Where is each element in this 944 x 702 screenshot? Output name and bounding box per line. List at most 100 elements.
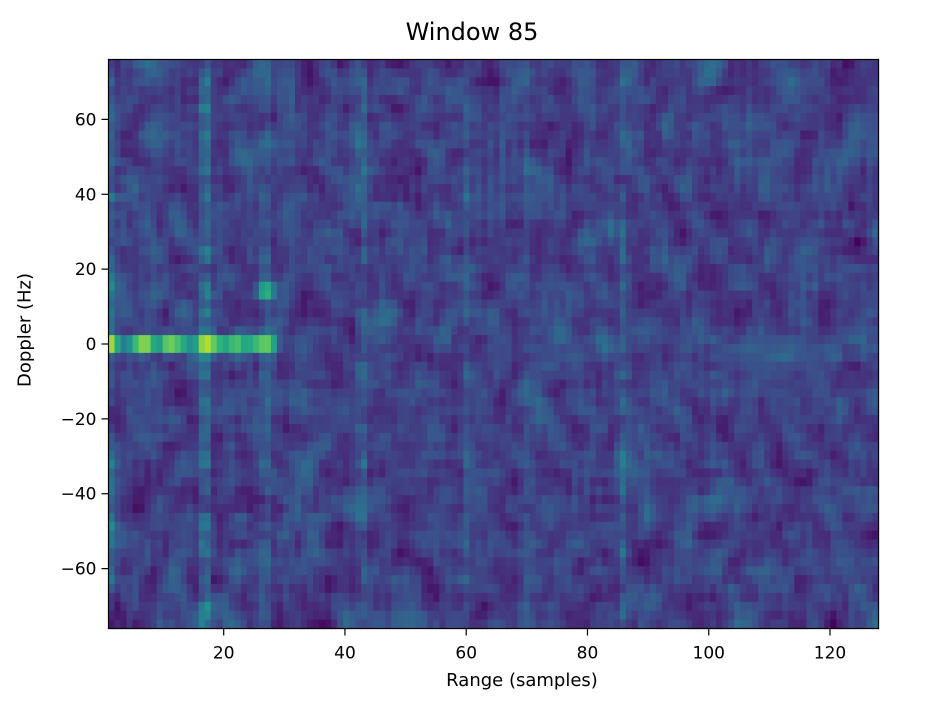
heatmap-cell xyxy=(746,237,753,246)
heatmap-cell xyxy=(644,184,651,193)
heatmap-cell xyxy=(662,282,669,291)
heatmap-cell xyxy=(632,131,639,140)
heatmap-cell xyxy=(578,388,585,397)
heatmap-cell xyxy=(614,122,621,131)
heatmap-cell xyxy=(367,246,374,255)
heatmap-cell xyxy=(301,237,308,246)
heatmap-cell xyxy=(445,344,452,353)
heatmap-cell xyxy=(391,326,398,335)
heatmap-cell xyxy=(217,308,224,317)
heatmap-cell xyxy=(770,202,777,211)
heatmap-cell xyxy=(860,255,867,264)
heatmap-cell xyxy=(463,193,470,202)
heatmap-cell xyxy=(830,237,837,246)
heatmap-cell xyxy=(770,104,777,113)
heatmap-cell xyxy=(746,211,753,220)
heatmap-cell xyxy=(451,175,458,184)
heatmap-cell xyxy=(289,246,296,255)
heatmap-cell xyxy=(650,131,657,140)
heatmap-cell xyxy=(145,388,152,397)
heatmap-cell xyxy=(614,131,621,140)
heatmap-cell xyxy=(151,344,158,353)
heatmap-cell xyxy=(668,157,675,166)
heatmap-cell xyxy=(554,113,561,122)
heatmap-cell xyxy=(686,326,693,335)
heatmap-cell xyxy=(560,166,567,175)
heatmap-cell xyxy=(830,246,837,255)
heatmap-cell xyxy=(494,86,501,95)
heatmap-cell xyxy=(668,140,675,149)
heatmap-cell xyxy=(590,228,597,237)
heatmap-cell xyxy=(698,184,705,193)
heatmap-cell xyxy=(265,184,272,193)
heatmap-cell xyxy=(205,175,212,184)
heatmap-cell xyxy=(265,175,272,184)
heatmap-cell xyxy=(806,202,813,211)
heatmap-cell xyxy=(409,148,416,157)
heatmap-cell xyxy=(121,184,128,193)
heatmap-cell xyxy=(373,317,380,326)
heatmap-cell xyxy=(566,60,573,69)
heatmap-cell xyxy=(674,308,681,317)
heatmap-cell xyxy=(590,131,597,140)
heatmap-cell xyxy=(247,255,254,264)
heatmap-cell xyxy=(596,148,603,157)
heatmap-cell xyxy=(764,131,771,140)
heatmap-cell xyxy=(217,157,224,166)
heatmap-cell xyxy=(169,371,176,380)
heatmap-cell xyxy=(145,60,152,69)
heatmap-cell xyxy=(842,326,849,335)
heatmap-cell xyxy=(139,157,146,166)
heatmap-cell xyxy=(199,246,206,255)
heatmap-cell xyxy=(187,184,194,193)
heatmap-cell xyxy=(716,166,723,175)
heatmap-cell xyxy=(187,371,194,380)
heatmap-cell xyxy=(475,388,482,397)
heatmap-cell xyxy=(656,335,663,344)
heatmap-cell xyxy=(776,326,783,335)
heatmap-cell xyxy=(487,86,494,95)
heatmap-cell xyxy=(806,148,813,157)
heatmap-cell xyxy=(367,60,374,69)
heatmap-cell xyxy=(500,397,507,406)
heatmap-cell xyxy=(397,353,404,362)
heatmap-cell xyxy=(566,282,573,291)
heatmap-cell xyxy=(650,282,657,291)
heatmap-cell xyxy=(409,388,416,397)
heatmap-cell xyxy=(818,300,825,309)
heatmap-cell xyxy=(548,131,555,140)
heatmap-cell xyxy=(361,344,368,353)
heatmap-cell xyxy=(421,95,428,104)
heatmap-cell xyxy=(524,353,531,362)
heatmap-cell xyxy=(554,148,561,157)
heatmap-cell xyxy=(734,148,741,157)
heatmap-cell xyxy=(776,344,783,353)
heatmap-cell xyxy=(283,397,290,406)
heatmap-cell xyxy=(457,175,464,184)
heatmap-cell xyxy=(199,380,206,389)
heatmap-cell xyxy=(812,184,819,193)
heatmap-cell xyxy=(433,211,440,220)
heatmap-cell xyxy=(578,68,585,77)
heatmap-cell xyxy=(475,300,482,309)
heatmap-cell xyxy=(692,344,699,353)
heatmap-cell xyxy=(187,353,194,362)
heatmap-cell xyxy=(367,157,374,166)
heatmap-cell xyxy=(373,202,380,211)
heatmap-cell xyxy=(740,220,747,229)
heatmap-cell xyxy=(710,68,717,77)
heatmap-cell xyxy=(217,344,224,353)
heatmap-cell xyxy=(469,237,476,246)
heatmap-cell xyxy=(704,131,711,140)
heatmap-cell xyxy=(277,326,284,335)
heatmap-cell xyxy=(193,282,200,291)
heatmap-cell xyxy=(175,237,182,246)
heatmap-cell xyxy=(187,175,194,184)
heatmap-cell xyxy=(836,291,843,300)
heatmap-cell xyxy=(433,113,440,122)
heatmap-cell xyxy=(860,246,867,255)
heatmap-cell xyxy=(421,140,428,149)
heatmap-cell xyxy=(121,68,128,77)
heatmap-cell xyxy=(812,308,819,317)
heatmap-cell xyxy=(686,255,693,264)
